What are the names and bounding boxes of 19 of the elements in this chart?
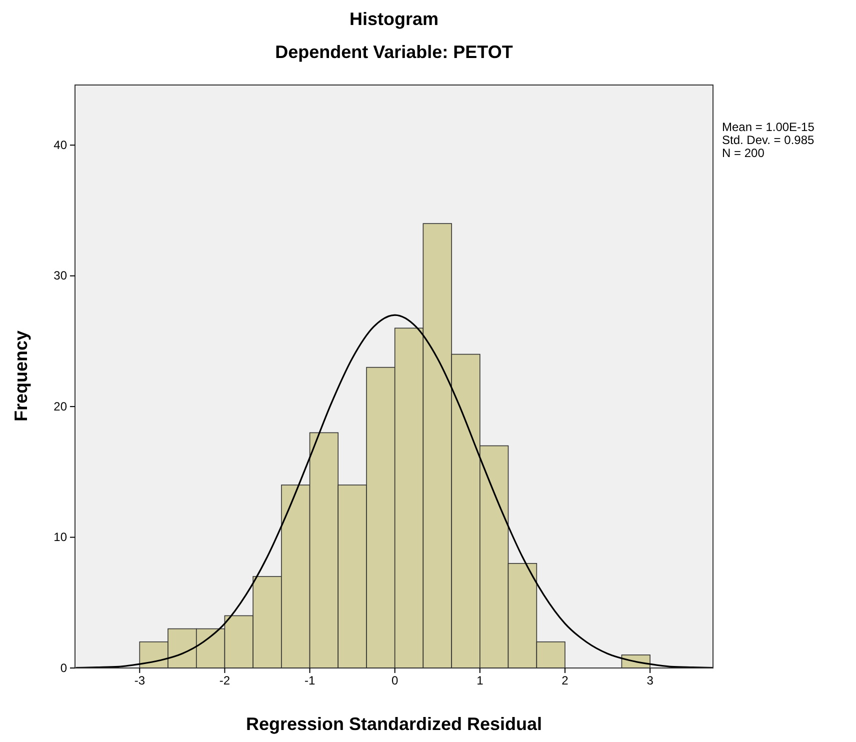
y-tick-label: 30 (54, 268, 68, 283)
text: N = 200 (722, 146, 765, 160)
y-axis-title: Frequency (11, 330, 31, 422)
x-tick-label: 0 (392, 674, 399, 688)
y-tick-label: 10 (54, 530, 68, 544)
chart-title: Histogram (349, 9, 439, 29)
x-tick-label: 3 (646, 674, 654, 688)
y-tick-label: 40 (54, 138, 68, 152)
x-tick-label: 2 (562, 674, 569, 688)
x-tick-label: -2 (219, 674, 230, 688)
x-tick-label: -1 (304, 674, 316, 688)
y-tick-label: 20 (54, 399, 68, 414)
text: Mean = 1.00E-15 (722, 120, 815, 134)
text: Std. Dev. = 0.985 (722, 133, 814, 147)
y-tick-label: 0 (60, 660, 68, 675)
chart-subtitle: Dependent Variable: PETOT (275, 42, 513, 62)
x-axis-title: Regression Standardized Residual (246, 714, 542, 734)
x-tick-label: -3 (134, 674, 146, 688)
x-tick-label: 1 (476, 674, 484, 688)
